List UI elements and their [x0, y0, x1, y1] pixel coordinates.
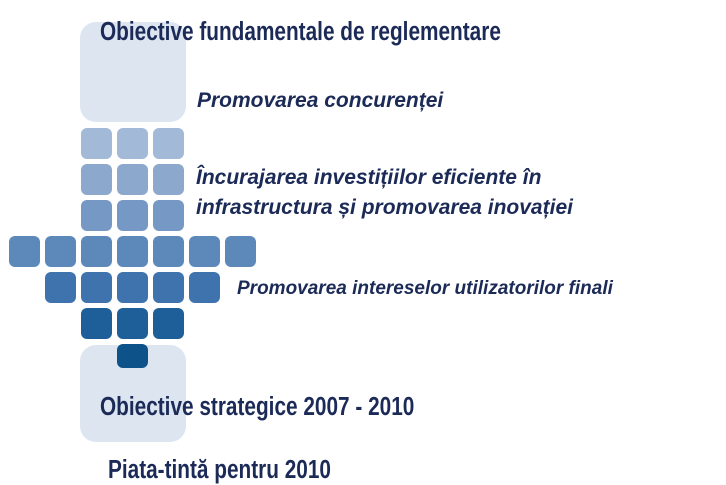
square: [189, 272, 220, 303]
square: [117, 272, 148, 303]
heading: Piata-tintă pentru 2010: [108, 455, 331, 484]
page: {"headings": {"top": "Obiective fundamen…: [0, 0, 726, 485]
square: [189, 236, 220, 267]
square: [153, 236, 184, 267]
heading: Obiective strategice 2007 - 2010: [100, 392, 414, 421]
square: [9, 236, 40, 267]
objective: Promovarea intereselor utilizatorilor fi…: [237, 278, 614, 299]
square: [153, 308, 184, 339]
heading: Obiective fundamentale de reglementare: [100, 17, 501, 46]
square: [153, 128, 184, 159]
square: [81, 308, 112, 339]
square: [81, 272, 112, 303]
square: [117, 236, 148, 267]
diagram: Obiective fundamentale de reglementare P…: [0, 0, 726, 485]
square: [153, 272, 184, 303]
objective: infrastructura și promovarea inovației: [196, 196, 574, 219]
square: [153, 164, 184, 195]
square: [225, 236, 256, 267]
square: [81, 236, 112, 267]
square: [45, 272, 76, 303]
square: [117, 128, 148, 159]
square: [117, 344, 148, 368]
square: [117, 164, 148, 195]
square: [81, 164, 112, 195]
square: [153, 200, 184, 231]
square-grid: [9, 128, 256, 368]
objective: Promovarea concurenței: [197, 89, 444, 112]
square: [45, 236, 76, 267]
square: [81, 128, 112, 159]
objective: Încurajarea investițiilor eficiente în: [196, 165, 541, 189]
square: [117, 200, 148, 231]
square: [117, 308, 148, 339]
square: [81, 200, 112, 231]
